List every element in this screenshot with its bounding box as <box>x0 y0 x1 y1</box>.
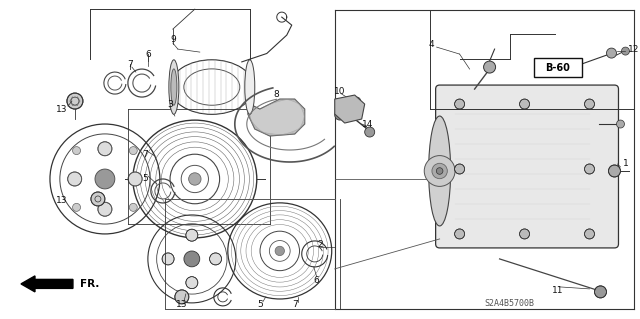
Text: 12: 12 <box>627 45 639 54</box>
Circle shape <box>584 99 595 109</box>
Circle shape <box>484 61 495 73</box>
Circle shape <box>436 168 443 174</box>
Circle shape <box>184 251 200 267</box>
Text: 1: 1 <box>623 160 628 168</box>
Circle shape <box>95 169 115 189</box>
Circle shape <box>353 97 361 105</box>
Text: 7: 7 <box>127 60 132 69</box>
Circle shape <box>432 163 447 179</box>
Text: 13: 13 <box>176 300 188 309</box>
Text: 5: 5 <box>142 174 148 183</box>
Text: 7: 7 <box>142 150 148 159</box>
Ellipse shape <box>429 116 451 226</box>
Text: 3: 3 <box>167 100 173 108</box>
Circle shape <box>454 99 465 109</box>
FancyBboxPatch shape <box>436 85 618 248</box>
Circle shape <box>72 147 81 155</box>
Circle shape <box>129 147 137 155</box>
Circle shape <box>595 286 607 298</box>
Ellipse shape <box>171 69 177 105</box>
Circle shape <box>275 246 284 256</box>
Circle shape <box>365 127 374 137</box>
Text: 14: 14 <box>362 120 373 129</box>
Text: 7: 7 <box>292 300 298 309</box>
Ellipse shape <box>169 60 179 114</box>
Circle shape <box>98 142 112 156</box>
Circle shape <box>129 203 137 211</box>
Text: 10: 10 <box>334 86 346 96</box>
Text: 13: 13 <box>56 197 68 205</box>
Text: 5: 5 <box>257 300 262 309</box>
Circle shape <box>68 172 82 186</box>
Circle shape <box>454 164 465 174</box>
Circle shape <box>607 48 616 58</box>
Ellipse shape <box>244 60 255 114</box>
Circle shape <box>335 110 345 120</box>
Text: B-60: B-60 <box>545 63 570 73</box>
Circle shape <box>209 253 221 265</box>
Circle shape <box>520 99 529 109</box>
Text: 13: 13 <box>56 105 68 114</box>
Circle shape <box>186 277 198 289</box>
Circle shape <box>128 172 142 186</box>
Text: 2: 2 <box>317 241 323 249</box>
Polygon shape <box>335 95 365 123</box>
FancyArrow shape <box>21 276 73 292</box>
Circle shape <box>584 164 595 174</box>
Circle shape <box>520 229 529 239</box>
Text: 11: 11 <box>552 286 563 295</box>
Text: 6: 6 <box>314 276 319 286</box>
Text: 8: 8 <box>273 90 278 99</box>
Circle shape <box>162 253 174 265</box>
Circle shape <box>175 290 189 304</box>
Circle shape <box>424 156 455 186</box>
Circle shape <box>91 192 105 206</box>
Circle shape <box>186 229 198 241</box>
Circle shape <box>609 165 621 177</box>
Circle shape <box>98 202 112 216</box>
Text: 6: 6 <box>145 49 151 59</box>
Polygon shape <box>248 99 305 136</box>
Circle shape <box>67 93 83 109</box>
Circle shape <box>454 229 465 239</box>
Text: FR.: FR. <box>80 279 99 289</box>
Text: S2A4B5700B: S2A4B5700B <box>484 299 534 308</box>
Circle shape <box>189 173 201 185</box>
Text: 4: 4 <box>429 40 435 48</box>
Text: 9: 9 <box>170 34 176 44</box>
Circle shape <box>72 203 81 211</box>
Circle shape <box>621 47 630 55</box>
FancyBboxPatch shape <box>534 58 582 77</box>
Circle shape <box>616 120 625 128</box>
Circle shape <box>584 229 595 239</box>
